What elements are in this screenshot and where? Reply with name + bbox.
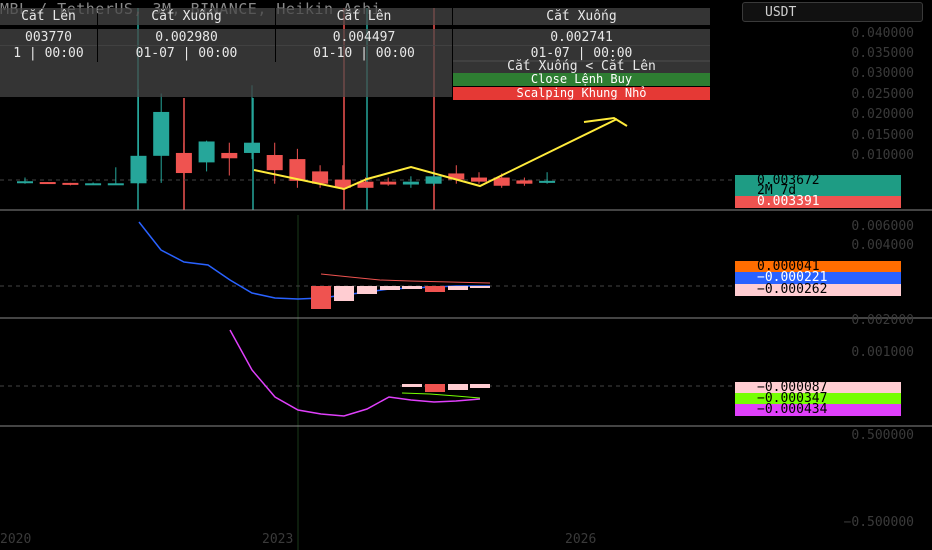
close-buy-button[interactable]: Close Lệnh Buy — [453, 73, 710, 86]
col3-time: 01-10 | 00:00 — [276, 45, 452, 62]
histogram-bar — [334, 286, 354, 301]
candle-body — [380, 181, 397, 185]
candle-body — [175, 152, 192, 174]
histogram-bar — [402, 286, 422, 289]
indicator1-signal — [320, 273, 491, 284]
candle-body — [312, 171, 329, 184]
histogram-bar — [425, 286, 445, 292]
price-axis-label: 0.010000 — [851, 148, 914, 163]
candle-body — [221, 152, 238, 159]
table-filler — [0, 62, 452, 97]
candle-body — [471, 177, 487, 182]
time-axis-label: 2020 — [0, 532, 32, 547]
time-axis-label: 2026 — [565, 532, 597, 547]
candle-body — [516, 180, 533, 184]
candle-body — [153, 111, 170, 156]
candle-body — [62, 182, 79, 185]
col1-label: Cắt Lên — [0, 8, 97, 25]
histogram-bar — [448, 384, 468, 390]
candle-body — [493, 177, 510, 186]
candle-body — [266, 155, 283, 171]
col1-value: 003770 — [0, 29, 97, 46]
histogram-bar — [357, 286, 377, 294]
candle-body — [539, 180, 556, 183]
ind1-tag-blue: −0.000221 — [735, 271, 901, 284]
ind2-axis-label: 0.500000 — [851, 428, 914, 443]
time-axis-label: 2023 — [262, 532, 294, 547]
col2-value: 0.002980 — [98, 29, 275, 46]
col2-time: 01-07 | 00:00 — [98, 45, 275, 62]
histogram-bar — [470, 286, 490, 288]
ind2-axis-label: 0.001000 — [851, 345, 914, 360]
col1-time: 1 | 00:00 — [0, 45, 97, 62]
col2-label: Cắt Xuống — [98, 8, 275, 25]
col4-label: Cắt Xuống — [453, 8, 710, 25]
candle-body — [334, 179, 351, 188]
col4-time: 01-07 | 00:00 — [453, 45, 710, 62]
ind1-axis-label: 0.002000 — [851, 313, 914, 328]
ind1-tag-orange: 0.000041 — [735, 260, 901, 273]
projection-arrow — [583, 116, 628, 127]
candle-body — [130, 155, 147, 184]
candle-body — [425, 176, 442, 184]
currency-button[interactable]: USDT — [742, 2, 923, 22]
col3-value: 0.004497 — [276, 29, 452, 46]
histogram-bar — [311, 286, 331, 309]
ind1-tag-pink: −0.000262 — [735, 283, 901, 296]
ind2-axis-label: −0.500000 — [843, 515, 914, 530]
candle-body — [107, 183, 124, 186]
candle-body — [39, 182, 56, 185]
histogram-bar — [448, 286, 468, 290]
price-axis-label: 0.015000 — [851, 128, 914, 143]
col3-label: Cắt Lên — [276, 8, 452, 25]
ind1-axis-label: 0.006000 — [851, 219, 914, 234]
low-price-tag: 0.003391 — [735, 195, 901, 208]
last-price-tag: 0.003672 — [735, 174, 901, 187]
candle-body — [357, 181, 374, 188]
histogram-bar — [402, 384, 422, 387]
indicator2-histogram — [402, 384, 490, 392]
candle-body — [198, 141, 215, 163]
price-axis-label: 0.030000 — [851, 66, 914, 81]
price-axis-label: 0.025000 — [851, 87, 914, 102]
indicator2-signal — [401, 392, 481, 399]
projection-line — [253, 118, 618, 191]
candles — [17, 85, 556, 190]
candle-body — [17, 181, 33, 184]
price-axis-label: 0.020000 — [851, 107, 914, 122]
candle-body — [289, 159, 306, 181]
candle-body — [85, 183, 102, 186]
histogram-bar — [425, 384, 445, 392]
indicator1-histogram — [311, 286, 490, 309]
ind1-axis-label: 0.004000 — [851, 238, 914, 253]
price-axis-label: 0.040000 — [851, 26, 914, 41]
price-axis-label: 0.035000 — [851, 46, 914, 61]
indicator2-line — [229, 329, 481, 417]
col4-value: 0.002741 — [453, 29, 710, 46]
countdown-tag: 2M 7d — [735, 184, 901, 197]
histogram-bar — [380, 286, 400, 290]
cross-label: Cắt Xuống < Cắt Lên — [453, 60, 710, 73]
candle-body — [402, 181, 419, 185]
ind2-tag-magenta: −0.000434 — [735, 403, 901, 416]
ind2-tag-pink: −0.000087 — [735, 381, 901, 394]
candle-body — [448, 173, 465, 180]
histogram-bar — [470, 384, 490, 388]
candle-body — [244, 142, 260, 153]
ind2-tag-green: −0.000347 — [735, 392, 901, 405]
scalping-button[interactable]: Scalping Khung Nhỏ — [453, 87, 710, 100]
